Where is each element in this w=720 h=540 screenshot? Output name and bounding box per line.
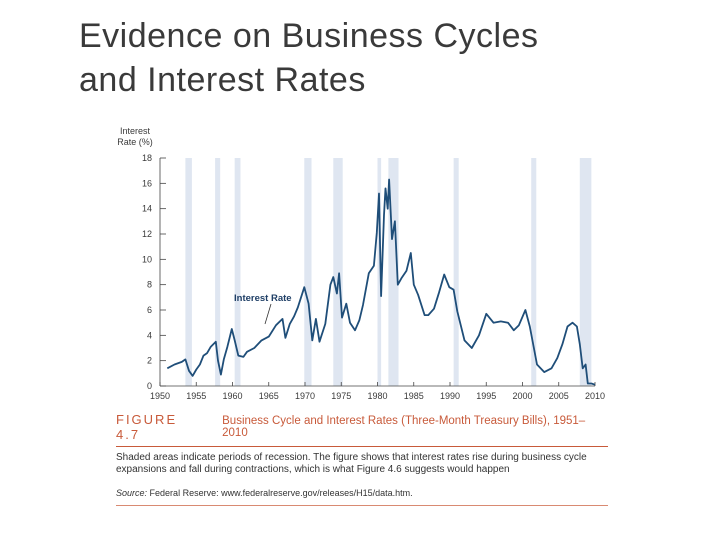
y-axis-label-line-2: Rate (%) (117, 137, 153, 147)
recession-band-1 (185, 158, 192, 386)
recession-band-7 (388, 158, 399, 386)
slide-title-line-1: Evidence on Business Cycles (79, 17, 539, 55)
recession-band-5 (333, 158, 343, 386)
y-tick-label: 18 (142, 153, 152, 163)
y-tick-label: 4 (147, 330, 152, 340)
x-tick-label: 1950 (150, 391, 170, 401)
figure-label: FIGURE 4.7 (116, 412, 178, 442)
y-axis-label-line-1: Interest (120, 126, 151, 136)
x-tick-label: 2010 (585, 391, 605, 401)
caption-divider (116, 446, 608, 447)
y-tick-label: 2 (147, 356, 152, 366)
x-tick-label: 1965 (259, 391, 279, 401)
x-tick-label: 1955 (186, 391, 206, 401)
y-tick-label: 12 (142, 229, 152, 239)
slide-title-line-2: and Interest Rates (79, 61, 366, 99)
recession-band-6 (377, 158, 382, 386)
figure-description: Shaded areas indicate periods of recessi… (116, 452, 587, 475)
y-tick-label: 16 (142, 178, 152, 188)
figure-caption: FIGURE 4.7 Business Cycle and Interest R… (116, 412, 608, 506)
recession-band-4 (304, 158, 312, 386)
source-text: Federal Reserve: www.federalreserve.gov/… (149, 488, 413, 498)
y-tick-label: 8 (147, 280, 152, 290)
x-tick-label: 1960 (222, 391, 242, 401)
y-tick-label: 10 (142, 254, 152, 264)
y-tick-label: 0 (147, 381, 152, 391)
slide-title: Evidence on Business Cycles and Interest… (79, 14, 639, 102)
interest-rate-chart: Interest Rate (%) 0 2 4 6 8 10 12 14 16 18 1950 195… (117, 126, 605, 401)
recession-band-2 (215, 158, 221, 386)
recession-band-3 (234, 158, 241, 386)
y-tick-label: 6 (147, 305, 152, 315)
x-tick-label: 1990 (440, 391, 460, 401)
figure-source: Source: Federal Reserve: www.federalrese… (116, 488, 608, 498)
y-tick-label: 14 (142, 204, 152, 214)
x-tick-label: 2005 (549, 391, 569, 401)
x-tick-label: 1980 (367, 391, 387, 401)
source-prefix: Source: (116, 488, 148, 498)
x-tick-label: 1970 (295, 391, 315, 401)
x-tick-label: 1985 (404, 391, 424, 401)
figure-heading: FIGURE 4.7 Business Cycle and Interest R… (116, 412, 608, 442)
recession-band-10 (579, 158, 592, 386)
x-tick-label: 1975 (331, 391, 351, 401)
annotation-arrow (264, 303, 272, 325)
recession-band-8 (453, 158, 459, 386)
x-tick-label: 1995 (476, 391, 496, 401)
recession-band-9 (531, 158, 537, 386)
x-tick-label: 2000 (512, 391, 532, 401)
figure-title: Business Cycle and Interest Rates (Three… (222, 415, 586, 439)
interest-rate-annotation: Interest Rate (234, 293, 292, 304)
axes: 0 2 4 6 8 10 12 14 16 18 1950 1955 1960 1965 1970 1975 1… (142, 153, 605, 401)
recession-bands (185, 158, 592, 386)
caption-bottom-divider (116, 505, 608, 506)
interest-rate-line (166, 178, 596, 386)
